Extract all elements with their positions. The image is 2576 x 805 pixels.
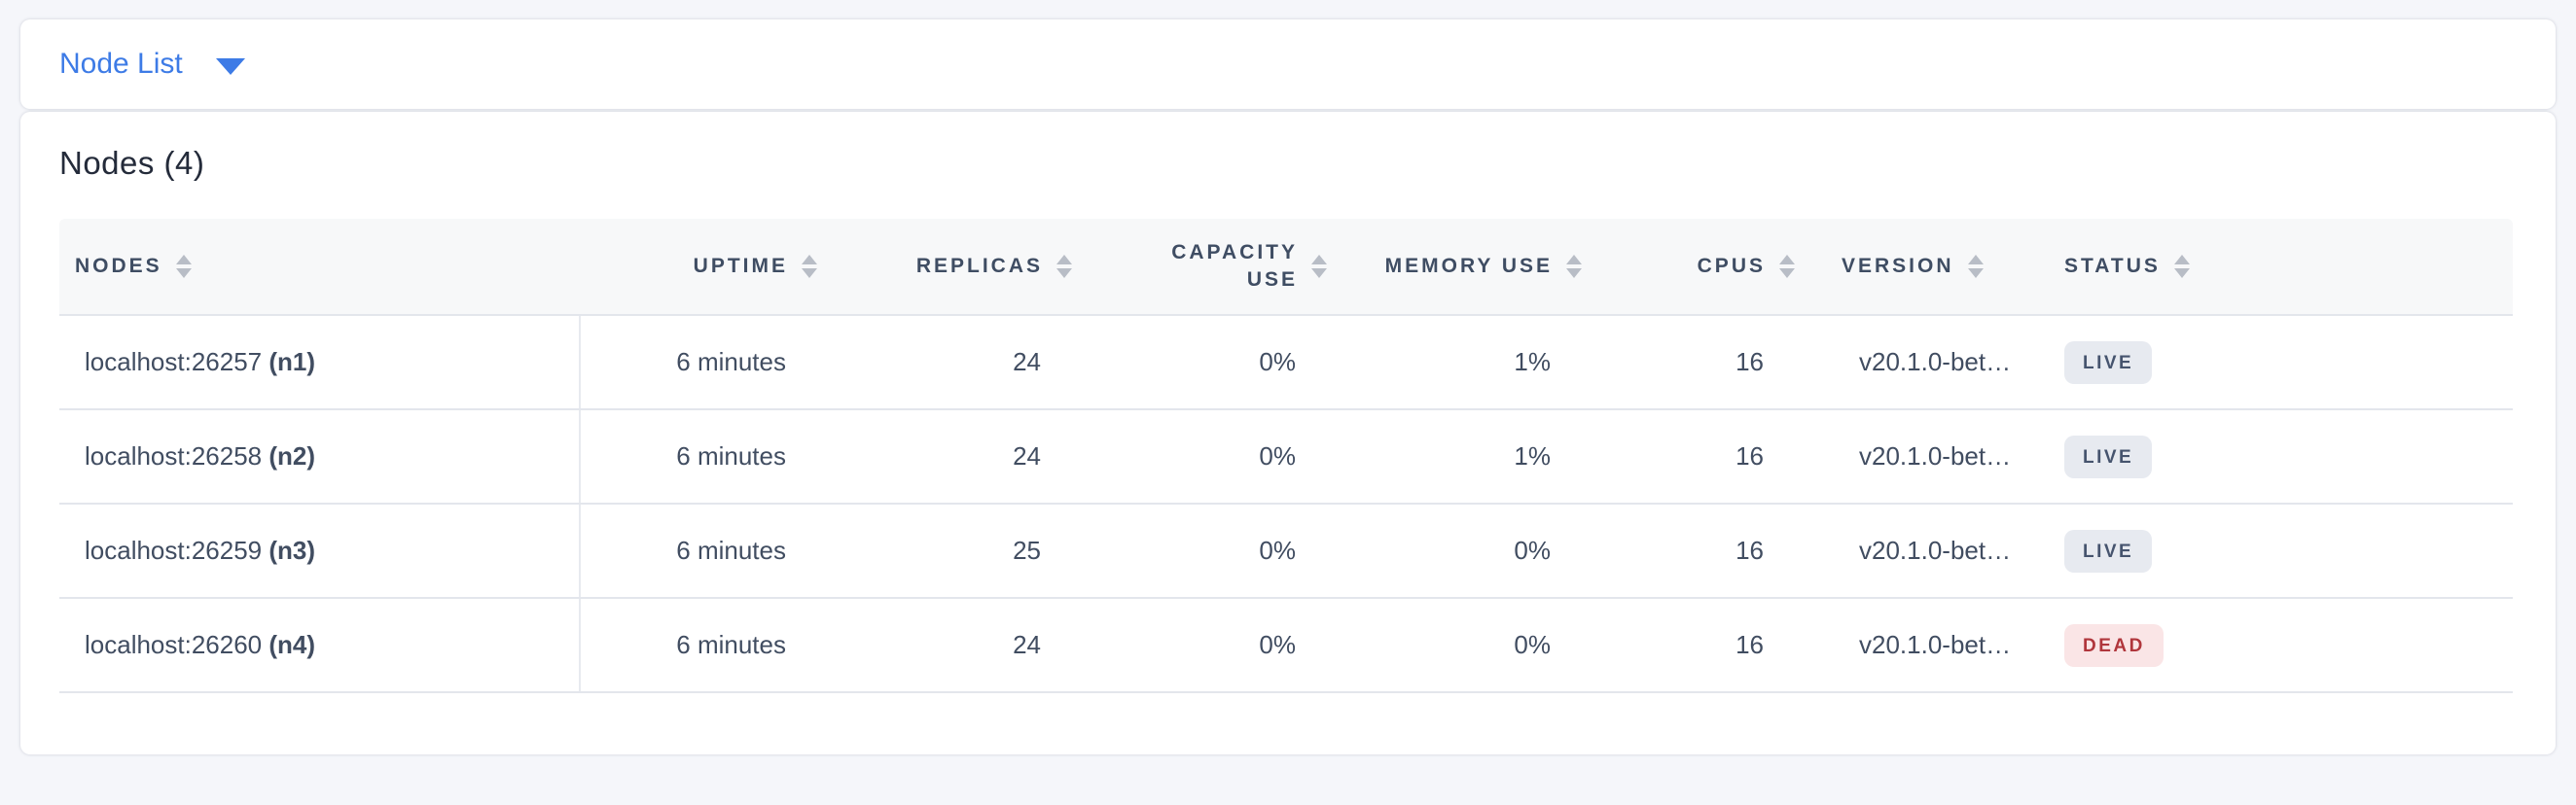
node-address: localhost:26258 [85,441,263,471]
page-title: Nodes (4) [59,145,205,181]
column-header-nodes[interactable]: NODES [59,219,580,316]
uptime-cell: 6 minutes [580,315,837,410]
table-row: localhost:26260 (n4) 6 minutes 24 0% 0% … [59,598,2513,693]
sort-arrows-icon [2173,255,2190,278]
uptime-cell: 6 minutes [580,504,837,599]
caret-down-icon [215,57,245,75]
memory-use-cell: 1% [1346,315,1601,410]
sort-arrows-icon [175,255,192,278]
column-header-label: MEMORY USE [1384,254,1553,277]
replicas-cell: 24 [837,409,1091,505]
column-header-label: UPTIME [693,254,788,277]
status-badge: LIVE [2064,529,2153,573]
replicas-cell: 24 [837,315,1091,410]
column-header-status[interactable]: STATUS [2037,219,2208,316]
version-cell: v20.1.0-bet… [1814,409,2037,505]
sort-arrows-icon [1311,255,1327,278]
node-list-dropdown[interactable]: Node List [20,19,2556,109]
node-id: (n2) [268,441,316,471]
nodes-panel: Nodes (4) NODES [20,112,2556,754]
status-badge: DEAD [2064,623,2164,667]
sort-arrows-icon [1779,255,1795,278]
node-list-dropdown-label: Node List [59,48,183,80]
memory-use-cell: 1% [1346,409,1601,505]
node-id: (n1) [268,347,316,376]
sort-arrows-icon [802,255,817,278]
table-row: localhost:26259 (n3) 6 minutes 25 0% 0% … [59,504,2513,599]
column-header-memory-use[interactable]: MEMORY USE [1346,219,1601,316]
version-cell: v20.1.0-bet… [1814,315,2037,410]
node-address-cell: localhost:26259 (n3) [59,504,581,599]
column-header-uptime[interactable]: UPTIME [580,219,837,316]
column-header-label: NODES [75,254,162,277]
column-header-replicas[interactable]: REPLICAS [837,219,1091,316]
table-row: localhost:26258 (n2) 6 minutes 24 0% 1% … [59,409,2513,505]
column-header-capacity-use[interactable]: CAPACITY USE [1091,219,1346,316]
memory-use-cell: 0% [1346,598,1601,693]
node-address: localhost:26259 [85,536,263,565]
node-list-table: NODES UPTIME REPLICAS [59,219,2513,693]
node-address: localhost:26257 [85,347,263,376]
column-header-label: STATUS [2064,254,2161,277]
replicas-cell: 24 [837,598,1091,693]
filler [2208,598,2513,693]
filler [2208,315,2513,410]
node-id: (n3) [268,536,316,565]
column-header-label: CPUS [1697,254,1766,277]
capacity-use-cell: 0% [1091,504,1346,599]
status-badge: LIVE [2064,435,2153,478]
replicas-cell: 25 [837,504,1091,599]
table-row: localhost:26257 (n1) 6 minutes 24 0% 1% … [59,315,2513,410]
status-cell: LIVE [2037,315,2208,410]
node-address-cell: localhost:26257 (n1) [59,315,581,410]
capacity-use-cell: 0% [1091,315,1346,410]
node-id: (n4) [268,630,316,659]
uptime-cell: 6 minutes [580,409,837,505]
node-address-cell: localhost:26258 (n2) [59,409,581,505]
cpus-cell: 16 [1601,315,1814,410]
column-header-label: VERSION [1842,254,1954,277]
filler [2208,409,2513,505]
filler [2208,504,2513,599]
node-address-cell: localhost:26260 (n4) [59,598,581,693]
column-header-label: REPLICAS [915,254,1043,277]
cpus-cell: 16 [1601,409,1814,505]
column-header-cpus[interactable]: CPUS [1601,219,1814,316]
column-header-version[interactable]: VERSION [1814,219,2037,316]
memory-use-cell: 0% [1346,504,1601,599]
filler-header [2208,219,2513,316]
sort-arrows-icon [1566,255,1582,278]
sort-arrows-icon [1967,255,1984,278]
sort-arrows-icon [1056,255,1072,278]
cpus-cell: 16 [1601,504,1814,599]
status-cell: DEAD [2037,598,2208,693]
cpus-cell: 16 [1601,598,1814,693]
node-address: localhost:26260 [85,630,263,659]
table-header-row: NODES UPTIME REPLICAS [59,219,2513,316]
column-header-label: CAPACITY USE [1171,240,1298,291]
status-badge: LIVE [2064,340,2153,384]
version-cell: v20.1.0-bet… [1814,598,2037,693]
status-cell: LIVE [2037,409,2208,505]
version-cell: v20.1.0-bet… [1814,504,2037,599]
status-cell: LIVE [2037,504,2208,599]
uptime-cell: 6 minutes [580,598,837,693]
capacity-use-cell: 0% [1091,598,1346,693]
capacity-use-cell: 0% [1091,409,1346,505]
